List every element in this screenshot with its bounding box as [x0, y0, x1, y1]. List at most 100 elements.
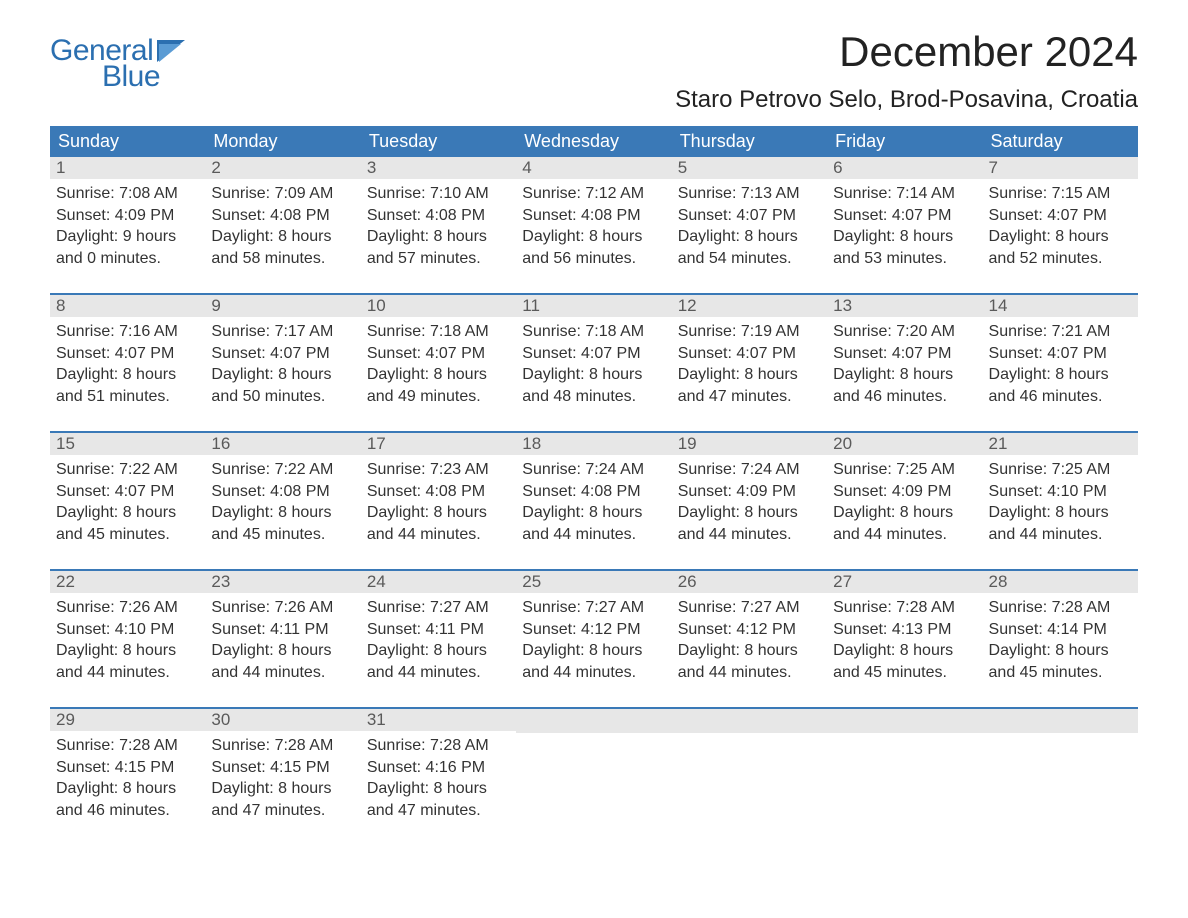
day-number-row: 5: [672, 157, 827, 179]
day-cell: 23Sunrise: 7:26 AMSunset: 4:11 PMDayligh…: [205, 571, 360, 689]
day-number-row: [516, 709, 671, 733]
day-number: 2: [211, 158, 220, 177]
day-number-row: 9: [205, 295, 360, 317]
day-body: Sunrise: 7:22 AMSunset: 4:07 PMDaylight:…: [50, 455, 205, 549]
day-sunset: Sunset: 4:07 PM: [56, 481, 199, 503]
day-dl1: Daylight: 8 hours: [522, 640, 665, 662]
day-number-row: 11: [516, 295, 671, 317]
day-number-row: 10: [361, 295, 516, 317]
day-dl2: and 52 minutes.: [989, 248, 1132, 270]
day-dl2: and 47 minutes.: [211, 800, 354, 822]
day-cell: 28Sunrise: 7:28 AMSunset: 4:14 PMDayligh…: [983, 571, 1138, 689]
day-number-row: 28: [983, 571, 1138, 593]
day-cell: 30Sunrise: 7:28 AMSunset: 4:15 PMDayligh…: [205, 709, 360, 827]
day-dl1: Daylight: 8 hours: [833, 226, 976, 248]
day-cell: 18Sunrise: 7:24 AMSunset: 4:08 PMDayligh…: [516, 433, 671, 551]
day-sunset: Sunset: 4:16 PM: [367, 757, 510, 779]
day-number-row: 30: [205, 709, 360, 731]
day-number-row: 25: [516, 571, 671, 593]
day-body: Sunrise: 7:12 AMSunset: 4:08 PMDaylight:…: [516, 179, 671, 273]
day-number-row: 2: [205, 157, 360, 179]
day-dl2: and 45 minutes.: [989, 662, 1132, 684]
day-dl2: and 45 minutes.: [211, 524, 354, 546]
day-body: Sunrise: 7:26 AMSunset: 4:10 PMDaylight:…: [50, 593, 205, 687]
day-number: 1: [56, 158, 65, 177]
header-tuesday: Tuesday: [361, 126, 516, 157]
day-cell: 15Sunrise: 7:22 AMSunset: 4:07 PMDayligh…: [50, 433, 205, 551]
logo-blue-text: Blue: [102, 60, 160, 94]
day-cell: 26Sunrise: 7:27 AMSunset: 4:12 PMDayligh…: [672, 571, 827, 689]
day-body: Sunrise: 7:28 AMSunset: 4:15 PMDaylight:…: [205, 731, 360, 825]
day-sunset: Sunset: 4:07 PM: [367, 343, 510, 365]
day-body: Sunrise: 7:27 AMSunset: 4:11 PMDaylight:…: [361, 593, 516, 687]
day-cell: 25Sunrise: 7:27 AMSunset: 4:12 PMDayligh…: [516, 571, 671, 689]
calendar-header-row: Sunday Monday Tuesday Wednesday Thursday…: [50, 126, 1138, 157]
day-sunset: Sunset: 4:13 PM: [833, 619, 976, 641]
day-number-row: 24: [361, 571, 516, 593]
day-number-row: 13: [827, 295, 982, 317]
day-body: Sunrise: 7:17 AMSunset: 4:07 PMDaylight:…: [205, 317, 360, 411]
day-number: 6: [833, 158, 842, 177]
day-number: 27: [833, 572, 852, 591]
day-dl1: Daylight: 8 hours: [678, 640, 821, 662]
day-body: Sunrise: 7:19 AMSunset: 4:07 PMDaylight:…: [672, 317, 827, 411]
day-number-row: 8: [50, 295, 205, 317]
day-sunrise: Sunrise: 7:28 AM: [367, 735, 510, 757]
day-number-row: 23: [205, 571, 360, 593]
day-dl1: Daylight: 8 hours: [56, 778, 199, 800]
day-dl1: Daylight: 8 hours: [989, 364, 1132, 386]
day-number-row: [983, 709, 1138, 733]
day-sunrise: Sunrise: 7:28 AM: [833, 597, 976, 619]
day-dl2: and 45 minutes.: [56, 524, 199, 546]
day-number-row: 1: [50, 157, 205, 179]
day-body: Sunrise: 7:22 AMSunset: 4:08 PMDaylight:…: [205, 455, 360, 549]
day-cell: 19Sunrise: 7:24 AMSunset: 4:09 PMDayligh…: [672, 433, 827, 551]
day-number-row: 27: [827, 571, 982, 593]
day-dl1: Daylight: 8 hours: [989, 226, 1132, 248]
logo: General Blue: [50, 28, 185, 94]
day-dl1: Daylight: 8 hours: [211, 640, 354, 662]
day-dl1: Daylight: 8 hours: [367, 226, 510, 248]
day-body: Sunrise: 7:24 AMSunset: 4:08 PMDaylight:…: [516, 455, 671, 549]
day-sunset: Sunset: 4:07 PM: [678, 343, 821, 365]
day-sunset: Sunset: 4:08 PM: [211, 205, 354, 227]
day-dl2: and 53 minutes.: [833, 248, 976, 270]
day-sunset: Sunset: 4:12 PM: [678, 619, 821, 641]
day-body: Sunrise: 7:15 AMSunset: 4:07 PMDaylight:…: [983, 179, 1138, 273]
day-body: Sunrise: 7:28 AMSunset: 4:13 PMDaylight:…: [827, 593, 982, 687]
day-dl2: and 44 minutes.: [367, 524, 510, 546]
day-sunrise: Sunrise: 7:28 AM: [989, 597, 1132, 619]
day-sunrise: Sunrise: 7:10 AM: [367, 183, 510, 205]
day-sunrise: Sunrise: 7:22 AM: [211, 459, 354, 481]
day-cell: 20Sunrise: 7:25 AMSunset: 4:09 PMDayligh…: [827, 433, 982, 551]
day-sunset: Sunset: 4:07 PM: [833, 205, 976, 227]
day-body: Sunrise: 7:26 AMSunset: 4:11 PMDaylight:…: [205, 593, 360, 687]
day-cell: 2Sunrise: 7:09 AMSunset: 4:08 PMDaylight…: [205, 157, 360, 275]
day-dl2: and 46 minutes.: [56, 800, 199, 822]
day-body: Sunrise: 7:21 AMSunset: 4:07 PMDaylight:…: [983, 317, 1138, 411]
day-dl1: Daylight: 8 hours: [833, 364, 976, 386]
page-header: General Blue December 2024 Staro Petrovo…: [50, 28, 1138, 114]
day-dl2: and 44 minutes.: [522, 524, 665, 546]
day-cell: 12Sunrise: 7:19 AMSunset: 4:07 PMDayligh…: [672, 295, 827, 413]
day-dl2: and 50 minutes.: [211, 386, 354, 408]
day-dl2: and 44 minutes.: [678, 524, 821, 546]
day-sunrise: Sunrise: 7:27 AM: [522, 597, 665, 619]
day-dl1: Daylight: 8 hours: [833, 640, 976, 662]
day-sunset: Sunset: 4:15 PM: [211, 757, 354, 779]
day-sunrise: Sunrise: 7:16 AM: [56, 321, 199, 343]
day-dl2: and 46 minutes.: [833, 386, 976, 408]
day-number: 24: [367, 572, 386, 591]
day-sunrise: Sunrise: 7:23 AM: [367, 459, 510, 481]
day-dl1: Daylight: 8 hours: [833, 502, 976, 524]
header-friday: Friday: [827, 126, 982, 157]
day-number-row: 19: [672, 433, 827, 455]
day-sunrise: Sunrise: 7:18 AM: [522, 321, 665, 343]
day-sunset: Sunset: 4:07 PM: [833, 343, 976, 365]
day-body: Sunrise: 7:16 AMSunset: 4:07 PMDaylight:…: [50, 317, 205, 411]
day-dl1: Daylight: 8 hours: [522, 502, 665, 524]
day-dl2: and 57 minutes.: [367, 248, 510, 270]
day-number: 28: [989, 572, 1008, 591]
day-sunrise: Sunrise: 7:26 AM: [56, 597, 199, 619]
day-dl1: Daylight: 8 hours: [522, 364, 665, 386]
